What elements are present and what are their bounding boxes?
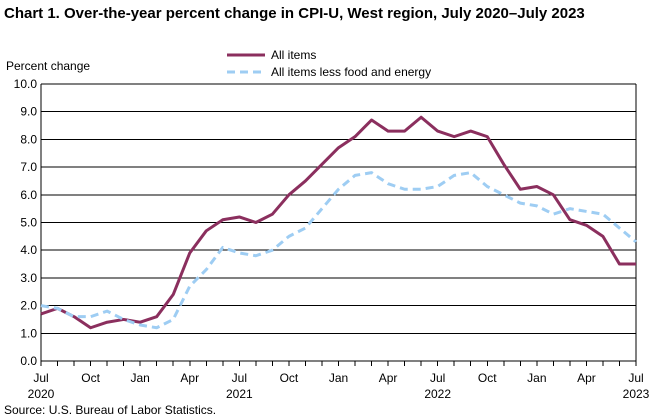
x-tick-label: Jan	[527, 371, 546, 385]
y-tick-label: 10.0	[14, 77, 38, 91]
y-tick-label: 9.0	[20, 105, 37, 119]
y-tick-label: 7.0	[20, 160, 37, 174]
series-layer	[40, 115, 637, 330]
x-tick-label: Oct	[280, 371, 299, 385]
x-tick-label: Jan	[130, 371, 149, 385]
series-line-all-items	[40, 115, 636, 330]
x-tick-year-label: 2021	[226, 387, 253, 401]
legend-label-core: All items less food and energy	[271, 65, 431, 79]
x-tick-label: Jan	[329, 371, 348, 385]
y-axis-label: Percent change	[6, 59, 90, 73]
x-tick-label: Apr	[577, 371, 596, 385]
x-tick-year-label: 2020	[28, 387, 55, 401]
source-note: Source: U.S. Bureau of Labor Statistics.	[4, 403, 216, 417]
y-tick-label: 5.0	[20, 216, 37, 230]
x-tick-label: Oct	[81, 371, 100, 385]
y-tick-label: 0.0	[20, 354, 37, 368]
series-line-core	[40, 171, 637, 330]
x-tick-label: Oct	[478, 371, 497, 385]
x-tick-label: Apr	[180, 371, 199, 385]
y-tick-label: 6.0	[20, 188, 37, 202]
x-tick-label: Jul	[430, 371, 445, 385]
axis-layer: 0.0 1.0 2.0 3.0 4.0 5.0 6.0 7.0 8.0 9.0 10.0 Jul 202…	[14, 77, 650, 401]
legend: All items All items less food and energy	[227, 48, 431, 79]
y-tick-label: 8.0	[20, 132, 37, 146]
x-tick-year-label: 2022	[424, 387, 451, 401]
x-tick-label: Jul	[628, 371, 643, 385]
y-tick-label: 2.0	[20, 299, 37, 313]
y-tick-label: 3.0	[20, 271, 37, 285]
legend-label-all-items: All items	[271, 48, 316, 62]
y-tick-label: 4.0	[20, 243, 37, 257]
y-tick-label: 1.0	[20, 326, 37, 340]
x-tick-label: Jul	[232, 371, 247, 385]
x-tick-label: Apr	[379, 371, 398, 385]
chart-title: Chart 1. Over-the-year percent change in…	[4, 5, 585, 22]
x-tick-label: Jul	[33, 371, 48, 385]
x-tick-year-label: 2023	[623, 387, 650, 401]
grid-layer	[41, 83, 636, 362]
